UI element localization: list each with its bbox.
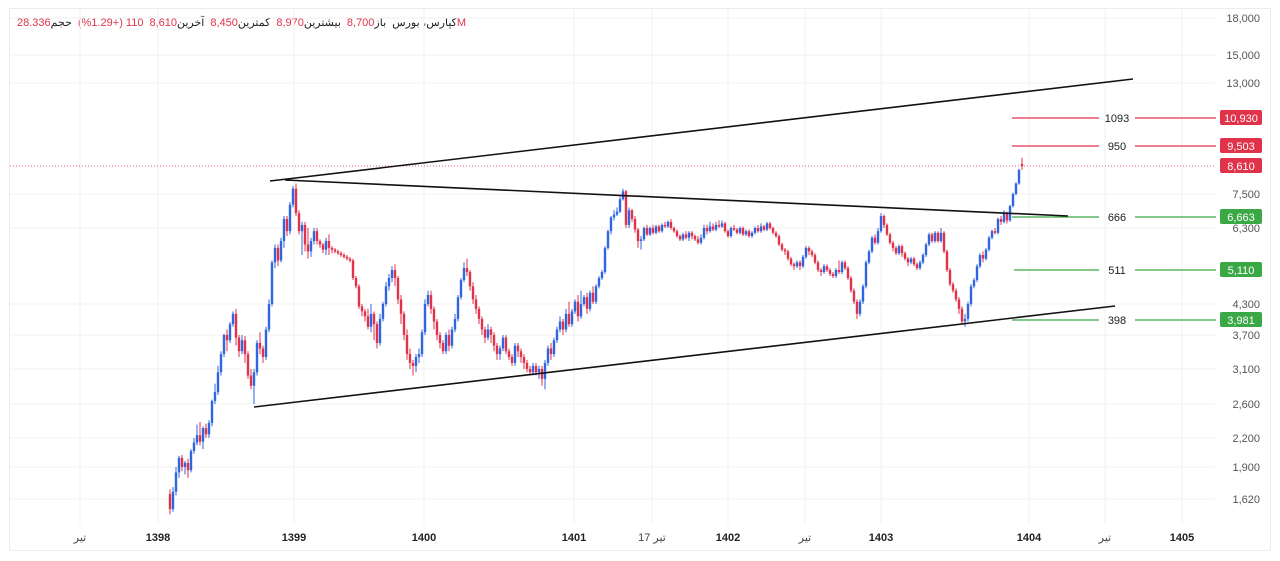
- x-tick-label: 1404: [1017, 532, 1042, 544]
- legend-symbol: کپارس، بورس: [392, 17, 457, 29]
- x-tick-label: 17 تیر: [638, 532, 666, 544]
- legend-last-value: 8,610: [149, 17, 177, 29]
- legend-open-value: 8,700: [346, 17, 375, 29]
- x-tick-label: تیر: [73, 532, 86, 544]
- y-tick-label: 7,500: [1232, 189, 1260, 201]
- legend-low-value: 8,450: [210, 17, 238, 29]
- y-tick-label: 2,600: [1232, 399, 1260, 411]
- svg-text:10,930: 10,930: [1224, 113, 1258, 125]
- legend-low-label: کمترین: [237, 17, 271, 29]
- y-tick-label: 3,700: [1232, 330, 1260, 342]
- y-tick-label: 1,620: [1232, 494, 1260, 506]
- level-label: 1093: [1105, 113, 1129, 125]
- svg-text:8,610: 8,610: [1227, 161, 1255, 173]
- x-tick-label: 1401: [562, 532, 586, 544]
- y-tick-label: 4,300: [1232, 299, 1260, 311]
- time-axis[interactable]: تیر 1398 1399 1400 1401 17 تیر 1402 تیر 1403 1404…: [73, 532, 1194, 544]
- x-tick-label: 1398: [146, 532, 170, 544]
- x-tick-label: 1402: [716, 532, 740, 544]
- svg-text:3,981: 3,981: [1227, 315, 1255, 327]
- legend-volume-value: 28.336M: [17, 17, 467, 29]
- level-label: 666: [1108, 212, 1126, 224]
- x-tick-label: 1405: [1170, 532, 1194, 544]
- legend-volume-label: حجم: [50, 17, 72, 29]
- x-tick-label: 1400: [412, 532, 436, 544]
- y-tick-label: 6,300: [1232, 223, 1260, 235]
- price-axis[interactable]: 18,000 15,000 13,000 7,500 6,300 4,300 3,700 3,…: [1226, 13, 1260, 506]
- x-tick-label: تیر: [798, 532, 811, 544]
- y-tick-label: 2,200: [1232, 433, 1260, 445]
- price-tag-support: [1220, 209, 1262, 224]
- x-tick-label: 1399: [282, 532, 306, 544]
- price-levels: 1093 950 666 511 398: [10, 113, 1216, 327]
- trendline-descending-resistance[interactable]: [284, 179, 1069, 217]
- legend-open-label: باز: [374, 17, 387, 29]
- legend-change: 110 (+1.29%): [77, 17, 144, 29]
- ohlc-legend: کپارس، بورس باز8,700 بیشترین8,970 کمترین8,4…: [17, 16, 466, 29]
- level-label: 950: [1108, 141, 1126, 153]
- x-tick-label: 1403: [869, 532, 893, 544]
- x-tick-label: تیر: [1098, 532, 1111, 544]
- y-tick-label: 15,000: [1226, 50, 1260, 62]
- svg-text:6,663: 6,663: [1227, 212, 1255, 224]
- candle-series: [168, 157, 1024, 515]
- price-tag-support: [1220, 312, 1262, 327]
- y-tick-label: 1,900: [1232, 462, 1260, 474]
- grid-lines: [10, 9, 1215, 524]
- chart-frame: [9, 8, 1271, 551]
- svg-text:5,110: 5,110: [1228, 265, 1255, 277]
- legend-high-label: بیشترین: [303, 17, 341, 29]
- price-tag-resistance: [1220, 110, 1262, 125]
- y-tick-label: 13,000: [1226, 78, 1260, 90]
- legend-high-value: 8,970: [276, 17, 304, 29]
- price-tags: 10,930 9,503 8,610 6,663 5,110 3,981: [1220, 110, 1262, 327]
- trendline-upper-channel[interactable]: [269, 78, 1134, 182]
- svg-text:9,503: 9,503: [1227, 141, 1255, 153]
- price-tag-resistance: [1220, 138, 1262, 153]
- price-tag-last: [1220, 158, 1262, 173]
- legend-last-label: آخرین: [177, 17, 205, 29]
- level-label: 398: [1108, 315, 1126, 327]
- y-tick-label: 18,000: [1226, 13, 1260, 25]
- level-label: 511: [1108, 265, 1126, 277]
- y-tick-label: 3,100: [1232, 364, 1260, 376]
- trendlines[interactable]: [253, 78, 1134, 408]
- trendline-lower-channel[interactable]: [253, 305, 1116, 408]
- price-tag-support: [1220, 262, 1262, 277]
